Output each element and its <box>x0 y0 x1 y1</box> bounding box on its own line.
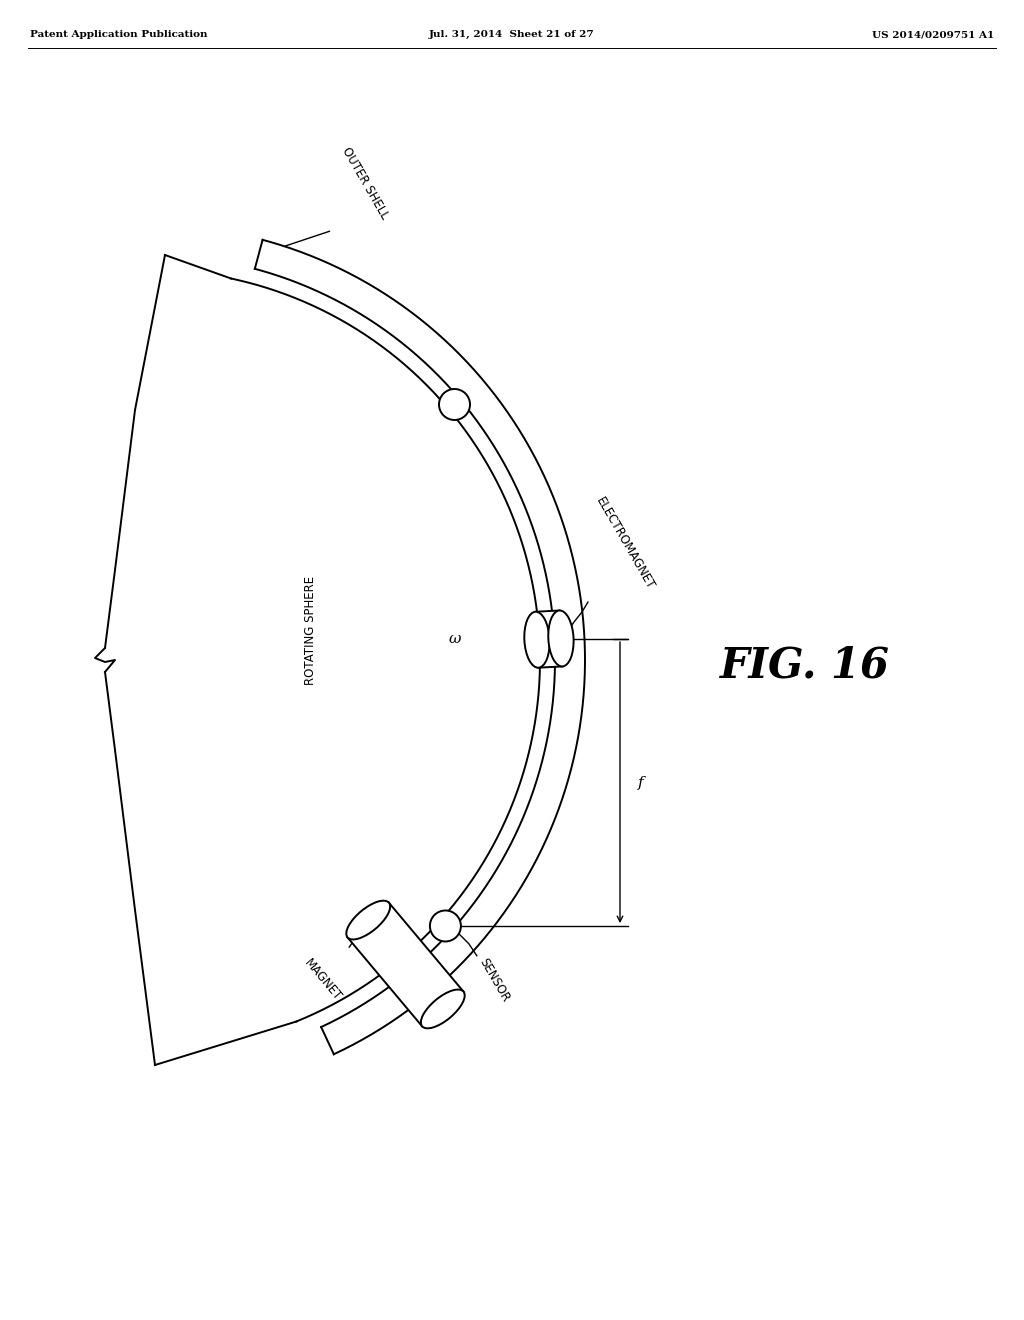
Ellipse shape <box>421 990 465 1028</box>
Text: SENSOR: SENSOR <box>477 956 512 1005</box>
Polygon shape <box>536 611 562 668</box>
Text: f: f <box>638 776 644 789</box>
Text: ω: ω <box>449 632 461 645</box>
Text: ELECTROMAGNET: ELECTROMAGNET <box>593 495 656 593</box>
Text: Patent Application Publication: Patent Application Publication <box>30 30 208 40</box>
Text: FIG. 16: FIG. 16 <box>720 644 890 686</box>
Text: MAGNET: MAGNET <box>302 957 344 1005</box>
Text: Jul. 31, 2014  Sheet 21 of 27: Jul. 31, 2014 Sheet 21 of 27 <box>429 30 595 40</box>
Text: ROTATING SPHERE: ROTATING SPHERE <box>303 576 316 685</box>
Ellipse shape <box>524 611 550 668</box>
Text: US 2014/0209751 A1: US 2014/0209751 A1 <box>871 30 994 40</box>
Polygon shape <box>347 903 464 1026</box>
Ellipse shape <box>548 610 573 667</box>
Circle shape <box>439 389 470 420</box>
Text: OUTER SHELL: OUTER SHELL <box>339 145 391 222</box>
Ellipse shape <box>346 900 390 940</box>
Circle shape <box>430 911 461 941</box>
